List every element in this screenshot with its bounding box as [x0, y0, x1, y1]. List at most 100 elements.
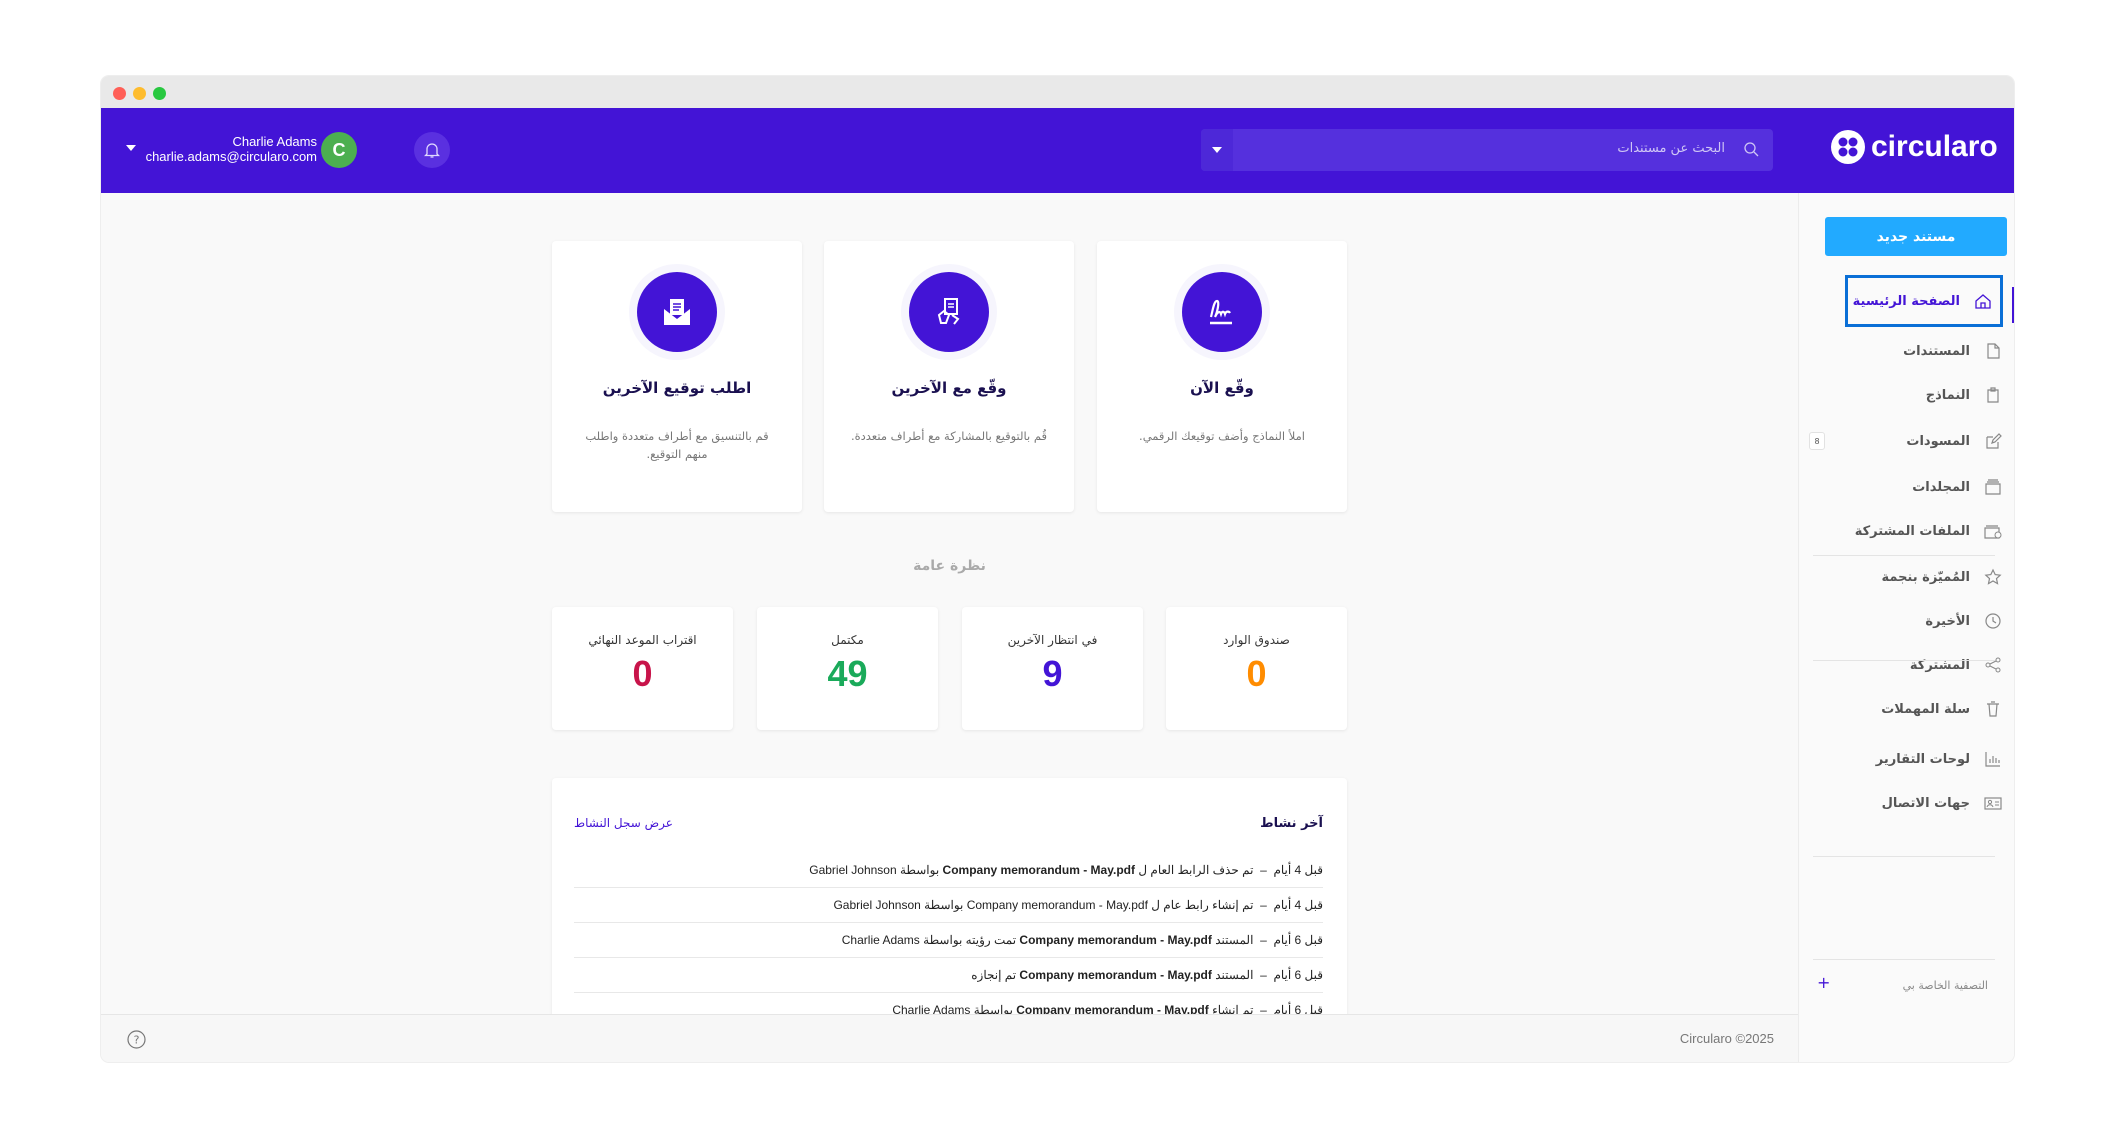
contact-card-icon [1984, 797, 2002, 810]
sidebar-item-4[interactable]: المجلدات [1847, 469, 2002, 505]
activity-action: تم إنشاء رابط عام ل [1151, 898, 1254, 912]
activity-row[interactable]: قبل 4 أيام – تم إنشاء رابط عام ل Company… [574, 888, 1323, 923]
activity-action: المستند [1215, 968, 1254, 982]
activity-document-link[interactable]: Company memorandum - May.pdf [942, 863, 1135, 877]
document-icon [1987, 343, 2000, 359]
activity-action: تم حذف الرابط العام ل [1138, 863, 1254, 877]
footer: ? Circularo ©2025 [101, 1014, 1798, 1062]
activity-document-link[interactable]: Company memorandum - May.pdf [1019, 933, 1212, 947]
card-title: وقّع الآن [1190, 379, 1254, 397]
activity-action: تم إنشاء [1212, 1003, 1254, 1017]
activity-actor: بواسطة Gabriel Johnson [809, 863, 940, 877]
sidebar-item-8[interactable]: المشتركة [1847, 647, 2002, 683]
activity-document-link[interactable]: Company memorandum - May.pdf [966, 898, 1148, 912]
divider [1813, 660, 1995, 661]
sign-with-others-card[interactable]: وقّع مع الآخرين قُم بالتوقيع بالمشاركة م… [824, 241, 1074, 512]
personal-filter-label: التصفية الخاصة بي [1902, 979, 1988, 992]
activity-actor: تم إنجازه [971, 968, 1017, 982]
sidebar-item-5[interactable]: الملفات المشتركة [1847, 513, 2002, 549]
request-signature-icon-circle [637, 272, 717, 352]
activity-row[interactable]: قبل 6 أيام – المستند Company memorandum … [574, 923, 1323, 958]
activity-actor: بواسطة Charlie Adams [892, 1003, 1013, 1017]
activity-title: آخر نشاط [1260, 816, 1323, 831]
sidebar-item-label: الصفحة الرئيسية [1852, 293, 1960, 309]
activity-action: المستند [1215, 933, 1254, 947]
request-signature-card[interactable]: اطلب توقيع الآخرين قم بالتنسيق مع أطراف … [552, 241, 802, 512]
activity-time: قبل 6 أيام [1273, 968, 1323, 982]
card-title: وقّع مع الآخرين [891, 379, 1007, 397]
sidebar: مستند جديد الصفحة الرئيسية المستندات النما… [1798, 193, 2014, 1062]
sidebar-item-10[interactable]: لوحات التقارير [1847, 741, 2002, 777]
sidebar-item-1[interactable]: المستندات [1847, 333, 2002, 369]
stat-value: 9 [1042, 653, 1063, 694]
activity-time: قبل 4 أيام [1273, 863, 1323, 877]
home-icon [1975, 294, 1991, 309]
notifications-button[interactable] [414, 132, 450, 168]
folder-icon [1985, 479, 2001, 495]
sidebar-item-0[interactable]: الصفحة الرئيسية [1845, 275, 2003, 327]
help-icon[interactable]: ? [127, 1030, 146, 1049]
divider [1813, 555, 1995, 556]
avatar[interactable]: C [321, 132, 357, 168]
maximize-window-button[interactable] [153, 87, 166, 100]
stat-waiting-others[interactable]: في انتظار الآخرين 9 [962, 607, 1143, 730]
user-menu-chevron-down-icon[interactable] [126, 145, 136, 152]
signature-icon [1209, 299, 1232, 325]
bell-icon [424, 143, 440, 158]
activity-time: قبل 6 أيام [1273, 1003, 1323, 1017]
user-name: Charlie Adams [232, 134, 317, 149]
sidebar-item-label: المستندات [1903, 343, 1970, 359]
sidebar-item-label: المسودات [1906, 433, 1970, 449]
stat-completed[interactable]: مكتمل 49 [757, 607, 938, 730]
sidebar-item-3[interactable]: المسودات [1847, 423, 2002, 459]
activity-actor: بواسطة Gabriel Johnson [833, 898, 964, 912]
overview-title: نظرة عامة [913, 558, 986, 574]
chevron-down-icon [1212, 146, 1222, 153]
sign-now-card[interactable]: وقّع الآن املأ النماذج وأضف توقيعك الرقم… [1097, 241, 1347, 512]
sidebar-item-11[interactable]: جهات الاتصال [1847, 785, 2002, 821]
stat-inbox[interactable]: صندوق الوارد 0 [1166, 607, 1347, 730]
activity-document-link[interactable]: Company memorandum - May.pdf [1019, 968, 1212, 982]
clock-icon [1985, 613, 2001, 629]
top-header: Charlie Adams charlie.adams@circularo.co… [101, 108, 2014, 193]
sidebar-item-label: الملفات المشتركة [1854, 523, 1970, 539]
card-description: قُم بالتوقيع بالمشاركة مع أطراف متعددة. [850, 429, 1048, 443]
stat-value: 0 [1246, 653, 1267, 694]
sidebar-item-label: الأخيرة [1925, 613, 1970, 629]
sidebar-item-2[interactable]: النماذج [1847, 377, 2002, 413]
app-window: Charlie Adams charlie.adams@circularo.co… [101, 76, 2014, 1062]
circularo-logo-icon [1831, 130, 1865, 164]
user-menu[interactable]: Charlie Adams charlie.adams@circularo.co… [146, 134, 317, 164]
activity-row[interactable]: قبل 6 أيام – المستند Company memorandum … [574, 958, 1323, 993]
sidebar-item-9[interactable]: سلة المهملات [1847, 691, 2002, 727]
activity-document-link[interactable]: Company memorandum - May.pdf [1016, 1003, 1209, 1017]
add-filter-plus-icon[interactable]: + [1817, 973, 1831, 992]
card-title: اطلب توقيع الآخرين [602, 379, 752, 397]
search-bar[interactable]: البحث عن مستندات [1201, 129, 1773, 171]
divider [1813, 856, 1995, 857]
sidebar-item-label: سلة المهملات [1881, 701, 1970, 717]
hand-document-icon [937, 298, 960, 325]
stat-deadline[interactable]: اقتراب الموعد النهائي 0 [552, 607, 733, 730]
card-description: املأ النماذج وأضف توقيعك الرقمي. [1139, 429, 1305, 443]
sidebar-item-6[interactable]: المُميّزة بنجمة [1847, 559, 2002, 595]
search-icon [1744, 142, 1759, 157]
search-input[interactable]: البحث عن مستندات [1617, 141, 1725, 156]
view-activity-log-link[interactable]: عرض سجل النشاط [574, 816, 673, 830]
activity-row[interactable]: قبل 4 أيام – تم حذف الرابط العام ل Compa… [574, 853, 1323, 888]
stat-label: في انتظار الآخرين [1007, 633, 1098, 647]
new-document-button[interactable]: مستند جديد [1825, 217, 2007, 256]
search-filter-dropdown[interactable] [1201, 129, 1233, 171]
user-email: charlie.adams@circularo.com [145, 149, 317, 164]
close-window-button[interactable] [113, 87, 126, 100]
sign-now-icon-circle [1182, 272, 1262, 352]
logo[interactable]: circularo [1831, 130, 1998, 164]
sidebar-item-7[interactable]: الأخيرة [1847, 603, 2002, 639]
card-description: قم بالتنسيق مع أطراف متعددة واطلب منهم ا… [585, 429, 769, 461]
minimize-window-button[interactable] [133, 87, 146, 100]
activity-actor: تمت رؤيته بواسطة Charlie Adams [841, 933, 1017, 947]
stat-value: 0 [632, 653, 653, 694]
template-icon [1987, 387, 1999, 403]
stat-value: 49 [827, 653, 868, 694]
stat-label: مكتمل [831, 633, 864, 647]
